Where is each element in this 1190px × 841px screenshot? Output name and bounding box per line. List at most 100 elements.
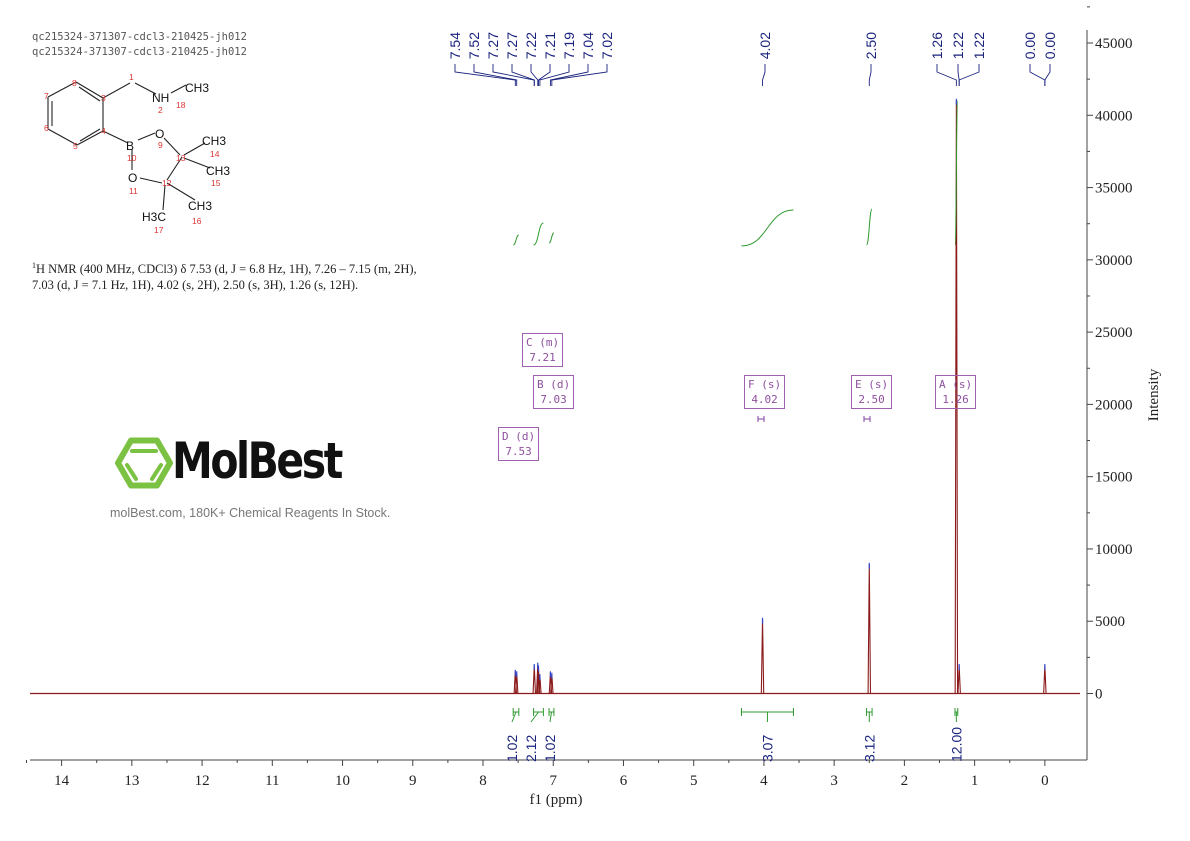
description-text: H NMR (400 MHz, CDCl3) δ 7.53 (d, J = 6.… xyxy=(32,262,417,292)
x-tick-label: 13 xyxy=(124,773,139,789)
assignment-f: F (s) 4.02 xyxy=(744,375,786,409)
peak-label-connector xyxy=(539,64,570,86)
peak-label-connector xyxy=(1044,64,1051,86)
integral-value: 3.12 xyxy=(861,735,877,762)
peak-label: 7.54 xyxy=(447,32,463,59)
bond-line xyxy=(170,84,187,94)
logo-hexagon-icon xyxy=(115,437,173,489)
bond-line xyxy=(78,86,101,102)
atom-number: 2 xyxy=(158,105,163,115)
x-tick-label: 2 xyxy=(901,773,909,789)
spectrum-peak xyxy=(867,564,872,694)
peak-label-connector xyxy=(473,64,518,86)
atom-number: 13 xyxy=(176,153,186,163)
bond-line xyxy=(102,130,129,144)
atom-number: 15 xyxy=(211,178,221,188)
integral-bracket xyxy=(548,708,555,723)
integral-bracket xyxy=(865,708,873,722)
spectrum-peak xyxy=(1043,666,1047,694)
atom-number: 8 xyxy=(72,78,77,88)
nmr-description: 1H NMR (400 MHz, CDCl3) δ 7.53 (d, J = 6… xyxy=(32,258,422,293)
bond-line xyxy=(102,82,131,99)
y-tick-label: 0 xyxy=(1095,687,1103,703)
atom-number: 9 xyxy=(158,140,163,150)
bond-line xyxy=(79,128,101,142)
assignment-b: B (d) 7.03 xyxy=(533,375,575,409)
assignment-c: C (m) 7.21 xyxy=(522,333,564,367)
bond-line xyxy=(183,142,206,156)
peak-label: 7.04 xyxy=(580,32,596,59)
integral-value: 12.00 xyxy=(948,727,964,762)
y-axis-label: Intensity xyxy=(1146,368,1162,421)
assignment-label: E (s) xyxy=(855,378,889,391)
watermark-text: molBest.com, 180K+ Chemical Reagents In … xyxy=(110,506,391,520)
atom-number: 7 xyxy=(44,91,49,101)
atom-label: CH3 xyxy=(206,164,230,178)
atom-number: 4 xyxy=(101,126,106,136)
atom-number: 10 xyxy=(127,153,137,163)
assignment-label: C (m) xyxy=(526,336,560,349)
integral-curve xyxy=(954,99,959,246)
y-tick-label: 45000 xyxy=(1095,36,1133,52)
peak-label-connector xyxy=(538,64,551,86)
assignment-shift: 4.02 xyxy=(751,393,778,406)
assignment-shift: 7.21 xyxy=(529,351,556,364)
atom-label: CH3 xyxy=(188,199,212,213)
x-tick-label: 11 xyxy=(265,773,279,789)
peak-label-connector xyxy=(511,64,535,86)
assignment-label: B (d) xyxy=(537,378,571,391)
spectrum-peak xyxy=(532,666,537,694)
assignment-shift: 7.03 xyxy=(540,393,567,406)
integral-bracket xyxy=(530,708,544,723)
integral-curve xyxy=(512,234,520,246)
sample-id-line-1: qc215324-371307-cdcl3-210425-jh012 xyxy=(32,31,247,43)
x-tick-label: 8 xyxy=(479,773,487,789)
atom-number: 6 xyxy=(44,123,49,133)
bond-line xyxy=(76,130,104,146)
bond-line xyxy=(163,137,181,156)
atom-number: 11 xyxy=(129,186,138,196)
integral-curve xyxy=(741,209,794,247)
bond-line xyxy=(47,81,77,98)
peak-label-connector xyxy=(1029,64,1046,86)
x-tick-label: 12 xyxy=(195,773,210,789)
assignment-label: F (s) xyxy=(748,378,782,391)
bond-line xyxy=(166,156,183,181)
x-tick-label: 10 xyxy=(335,773,350,789)
peak-label-connector xyxy=(551,64,608,86)
integral-bracket xyxy=(511,708,520,723)
peak-label: 1.26 xyxy=(929,32,945,59)
atom-label: O xyxy=(155,127,164,141)
peak-label-connector xyxy=(492,64,535,86)
peak-label-connector xyxy=(936,64,957,86)
sample-id-line-2: qc215324-371307-cdcl3-210425-jh012 xyxy=(32,46,247,58)
integral-value: 1.02 xyxy=(504,735,520,762)
x-tick-label: 14 xyxy=(54,773,70,789)
atom-label: B xyxy=(126,139,134,153)
x-tick-label: 3 xyxy=(830,773,838,789)
peak-label-connector xyxy=(868,64,872,86)
x-tick-label: 9 xyxy=(409,773,417,789)
bond-line xyxy=(162,184,166,211)
peak-label: 7.19 xyxy=(561,32,577,59)
spectrum-peak xyxy=(760,619,765,694)
atom-number: 16 xyxy=(192,216,202,226)
assignment-marker xyxy=(863,416,871,422)
x-tick-label: 6 xyxy=(620,773,628,789)
y-tick-label: 15000 xyxy=(1095,470,1133,486)
peak-label: 4.02 xyxy=(757,32,773,59)
peak-label: 7.27 xyxy=(485,32,501,59)
logo-inner-bonds-icon xyxy=(125,449,163,481)
y-tick-label: 30000 xyxy=(1095,253,1133,269)
peak-label: 2.50 xyxy=(863,32,879,59)
assignment-shift: 2.50 xyxy=(858,393,885,406)
peak-label: 7.22 xyxy=(523,32,539,59)
peak-label-connector xyxy=(549,64,589,86)
peak-label: 0.00 xyxy=(1022,32,1038,59)
atom-label: NH xyxy=(152,91,169,105)
atom-label: CH3 xyxy=(202,134,226,148)
peak-label-connector xyxy=(958,64,980,86)
assignment-label: D (d) xyxy=(502,430,536,443)
peak-label-connector xyxy=(530,64,539,86)
